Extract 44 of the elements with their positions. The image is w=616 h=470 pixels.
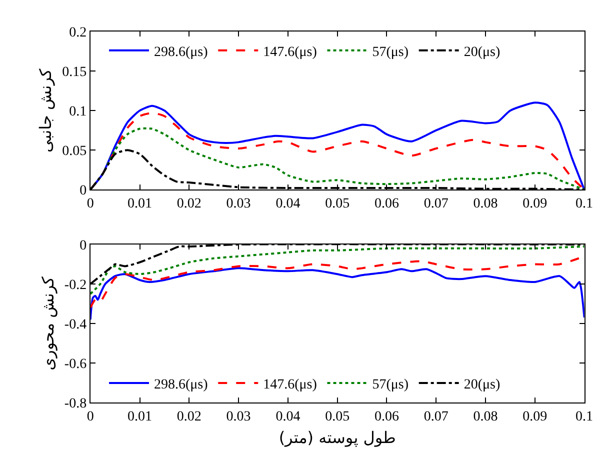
x-tick-label: 0.01	[128, 409, 152, 424]
legend-label: 57(μs)	[372, 44, 409, 60]
line-series	[90, 127, 584, 190]
legend-label: 57(μs)	[372, 377, 409, 392]
x-tick-label: 0.06	[374, 409, 399, 424]
y-tick-label: -0.2	[64, 278, 87, 293]
x-tick-label: 0.05	[325, 409, 350, 424]
y-tick-label: 0.15	[62, 64, 87, 80]
y-tick-label: 0.2	[69, 25, 87, 40]
x-tick-label: 0.04	[276, 196, 300, 212]
x-tick-label: 0.03	[226, 196, 251, 212]
line-series	[90, 245, 584, 295]
x-tick-label: 0.02	[176, 196, 202, 212]
x-tick-label: 0.1	[576, 409, 594, 424]
x-tick-label: 0.08	[473, 409, 498, 424]
y-tick-label: 0.05	[62, 144, 87, 159]
x-tick-label: 0.09	[522, 196, 548, 212]
y-tick-label: -0.6	[64, 356, 87, 372]
x-tick-label: 0.03	[226, 409, 251, 424]
y-axis-title: کرنش جانبی	[36, 68, 55, 152]
y-tick-label: -0.4	[64, 317, 87, 332]
x-tick-label: 0.1	[576, 196, 594, 212]
legend-label: 20(μs)	[464, 377, 500, 392]
x-tick-label: 0.07	[424, 409, 448, 424]
legend-label: 298.6(μs)	[154, 377, 208, 392]
x-tick-label: 0.01	[128, 196, 152, 212]
legend-label: 147.6(μs)	[263, 377, 318, 392]
x-tick-label: 0.02	[176, 409, 202, 424]
y-axis-title: کرنش محوری	[38, 276, 58, 370]
x-tick-label: 0.08	[473, 196, 498, 212]
legend-label: 298.6(μs)	[154, 44, 208, 60]
x-axis-title: طول پوسته (متر)	[278, 428, 396, 448]
y-tick-label: -0.8	[64, 396, 87, 412]
y-tick-label: 0.1	[69, 104, 87, 120]
x-tick-label: 0.05	[325, 196, 350, 212]
x-tick-label: 0.09	[522, 409, 548, 424]
x-tick-label: 0.04	[276, 409, 300, 424]
x-tick-label: 0.07	[424, 196, 448, 212]
legend-label: 147.6(μs)	[263, 44, 318, 60]
y-tick-label: 0	[80, 184, 87, 198]
x-tick-label: 0.06	[374, 196, 399, 212]
legend-label: 20(μs)	[464, 44, 500, 60]
line-series	[90, 267, 584, 321]
y-tick-label: 0	[80, 238, 87, 254]
